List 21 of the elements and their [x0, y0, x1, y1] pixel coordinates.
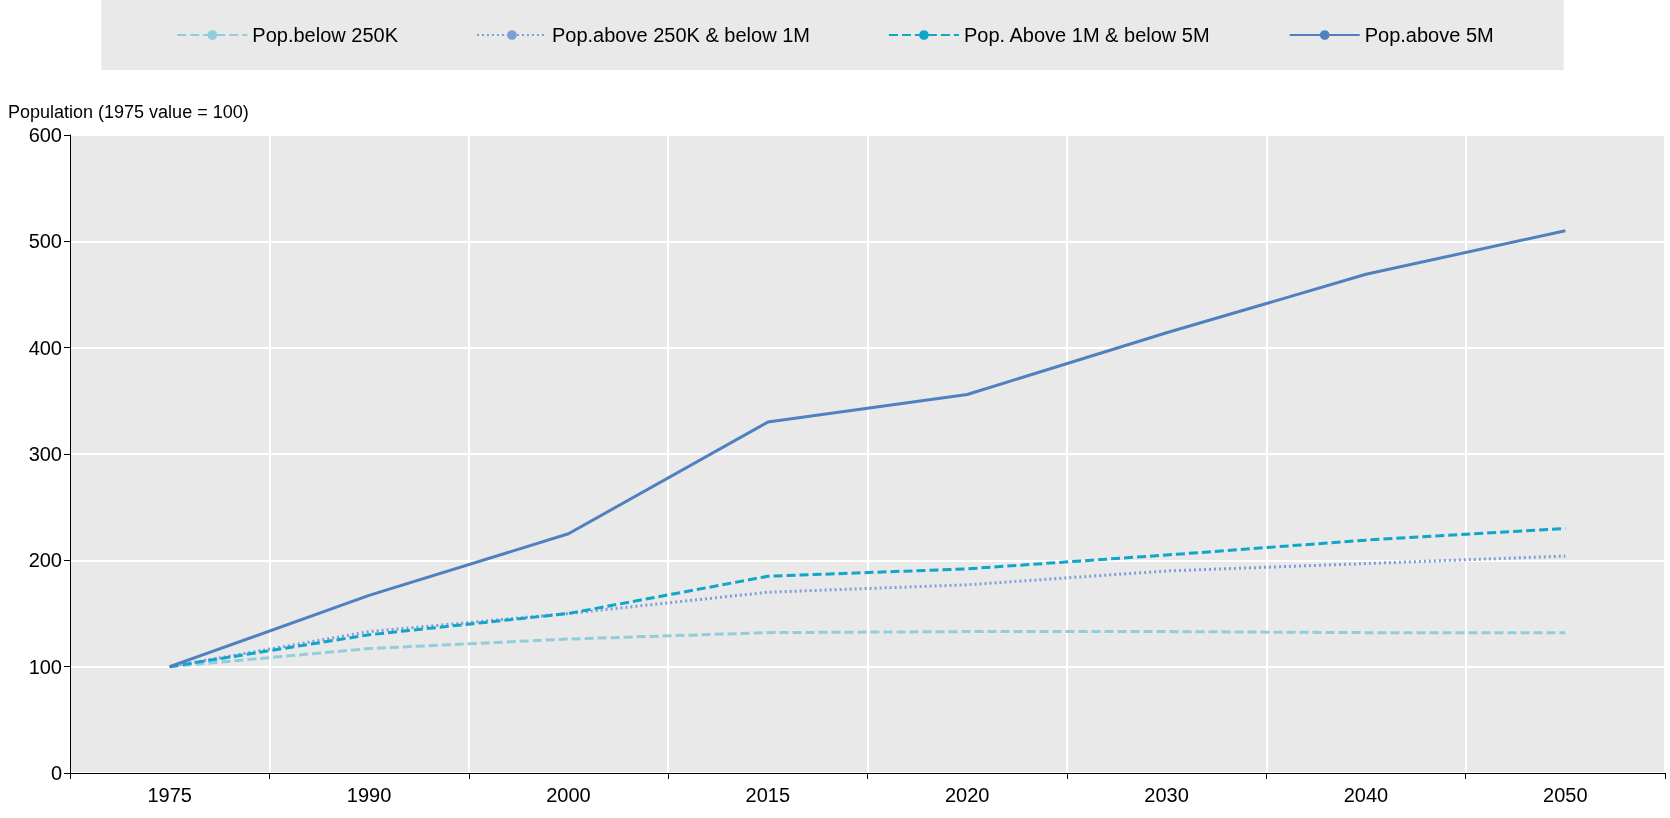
legend-label: Pop.above 5M [1364, 24, 1494, 46]
x-tick-label: 1975 [147, 784, 192, 806]
y-tick-label: 600 [28, 124, 62, 146]
y-tick-label: 500 [28, 230, 62, 253]
line-series [168, 229, 1567, 669]
y-tick-label: 400 [28, 336, 62, 359]
x-tick-label: 2000 [546, 784, 591, 806]
x-tick-label: 2040 [1343, 784, 1389, 806]
x-tick-label: 1990 [346, 784, 392, 806]
legend-label: Pop.below 250K [252, 24, 399, 46]
y-tick-label: 200 [28, 549, 62, 572]
legend-label: Pop.above 250K & below 1M [551, 24, 810, 46]
y-tick-label: 0 [50, 762, 62, 784]
x-tick-label: 2030 [1144, 784, 1189, 806]
y-tick-label: 100 [28, 655, 62, 678]
x-tick-label: 2020 [944, 784, 990, 806]
y-axis-title: Population (1975 value = 100) [8, 102, 249, 122]
legend-label: Pop. Above 1M & below 5M [963, 24, 1210, 46]
y-tick-label: 300 [28, 443, 62, 465]
x-tick-label: 2015 [745, 784, 791, 806]
x-tick-label: 2050 [1543, 784, 1588, 806]
